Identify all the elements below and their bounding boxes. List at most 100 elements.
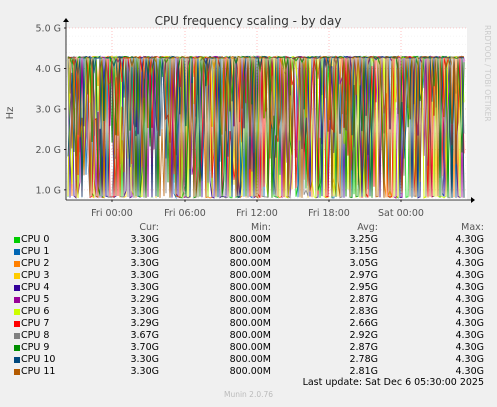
legend-row: CPU 8 3.67G 800.00M 2.92G 4.30G [0,330,497,342]
legend-swatch [14,357,20,363]
legend-cur: 3.29G [130,318,159,329]
legend-row: CPU 3 3.30G 800.00M 2.97G 4.30G [0,270,497,282]
legend-cur: 3.30G [130,258,159,269]
x-tick-label: Fri 00:00 [91,208,133,219]
legend-swatch [14,297,20,303]
legend-min: 800.00M [229,246,271,257]
legend-series-name: CPU 7 [21,318,50,329]
y-tick-label: 3.0 G [36,104,62,115]
legend-table: Cur: Min: Avg: Max: CPU 0 3.30G 800.00M 3.2… [0,222,497,378]
legend-row: CPU 9 3.70G 800.00M 2.87G 4.30G [0,342,497,354]
legend-row: CPU 7 3.29G 800.00M 2.66G 4.30G [0,318,497,330]
legend-series-name: CPU 9 [21,342,50,353]
series-line [67,55,465,199]
x-tick-label: Fri 12:00 [236,208,278,219]
legend-min: 800.00M [229,318,271,329]
legend-row: CPU 0 3.30G 800.00M 3.25G 4.30G [0,234,497,246]
rrdtool-watermark: RRDTOOL / TOBI OETIKER [483,25,492,122]
legend-min: 800.00M [229,306,271,317]
legend-series-name: CPU 11 [21,366,56,377]
legend-cur: 3.70G [130,342,159,353]
legend-max: 4.30G [455,306,484,317]
legend-min: 800.00M [229,354,271,365]
munin-version: Munin 2.0.76 [223,390,274,399]
legend-swatch [14,249,20,255]
legend-row: CPU 11 3.30G 800.00M 2.81G 4.30G [0,366,497,378]
legend-row: CPU 10 3.30G 800.00M 2.78G 4.30G [0,354,497,366]
legend-cur: 3.30G [130,270,159,281]
legend-max: 4.30G [455,282,484,293]
legend-cur: 3.67G [130,330,159,341]
legend-avg: 2.95G [349,282,378,293]
col-avg-header: Avg: [357,222,378,233]
x-tick-label: Fri 18:00 [308,208,350,219]
legend-row: CPU 2 3.30G 800.00M 3.05G 4.30G [0,258,497,270]
legend-avg: 3.25G [349,234,378,245]
legend-series-name: CPU 3 [21,270,50,281]
legend-max: 4.30G [455,330,484,341]
legend-cur: 3.30G [130,366,159,377]
x-axis-arrow [471,197,475,203]
x-tick-label: Fri 06:00 [164,208,206,219]
legend-min: 800.00M [229,258,271,269]
legend-series-name: CPU 5 [21,294,50,305]
chart-plot: CPU frequency scaling - by day RRDTOOL /… [5,14,492,219]
legend-max: 4.30G [455,258,484,269]
legend-row: CPU 5 3.29G 800.00M 2.87G 4.30G [0,294,497,306]
legend-min: 800.00M [229,294,271,305]
legend-series-name: CPU 4 [21,282,50,293]
y-axis-arrow [63,18,69,22]
x-tick-label: Sat 00:00 [378,208,424,219]
last-update: Last update: Sat Dec 6 05:30:00 2025 [302,377,484,388]
chart-title: CPU frequency scaling - by day [155,14,342,28]
legend-max: 4.30G [455,294,484,305]
legend-cur: 3.29G [130,294,159,305]
legend-swatch [14,273,20,279]
legend-max: 4.30G [455,246,484,257]
legend-avg: 2.83G [349,306,378,317]
col-cur-header: Cur: [139,222,159,233]
legend-swatch [14,333,20,339]
legend-min: 800.00M [229,234,271,245]
legend-cur: 3.30G [130,246,159,257]
legend-avg: 2.66G [349,318,378,329]
legend-avg: 2.97G [349,270,378,281]
y-tick-label: 1.0 G [36,185,62,196]
legend-swatch [14,369,20,375]
legend-swatch [14,345,20,351]
legend-min: 800.00M [229,282,271,293]
legend-max: 4.30G [455,342,484,353]
legend-row: CPU 1 3.30G 800.00M 3.15G 4.30G [0,246,497,258]
col-max-header: Max: [461,222,484,233]
legend-max: 4.30G [455,270,484,281]
legend-avg: 2.87G [349,342,378,353]
legend-cur: 3.30G [130,282,159,293]
y-tick-label: 4.0 G [36,64,62,75]
legend-min: 800.00M [229,342,271,353]
legend-header: Cur: Min: Avg: Max: [0,222,497,234]
series-line [67,55,465,199]
legend-cur: 3.30G [130,354,159,365]
legend-series-name: CPU 0 [21,234,50,245]
y-tick-label: 2.0 G [36,145,62,156]
legend-row: CPU 6 3.30G 800.00M 2.83G 4.30G [0,306,497,318]
legend-cur: 3.30G [130,234,159,245]
legend-series-name: CPU 8 [21,330,50,341]
y-tick-label: 5.0 G [36,24,62,35]
legend-avg: 2.81G [349,366,378,377]
col-min-header: Min: [250,222,271,233]
legend-max: 4.30G [455,318,484,329]
legend-swatch [14,285,20,291]
legend-series-name: CPU 2 [21,258,50,269]
legend-min: 800.00M [229,330,271,341]
legend-series-name: CPU 10 [21,354,56,365]
legend-series-name: CPU 6 [21,306,50,317]
legend-max: 4.30G [455,366,484,377]
legend-max: 4.30G [455,234,484,245]
legend-avg: 2.87G [349,294,378,305]
legend-swatch [14,309,20,315]
legend-series-name: CPU 1 [21,246,50,257]
legend-avg: 3.05G [349,258,378,269]
legend-swatch [14,321,20,327]
legend-avg: 2.92G [349,330,378,341]
